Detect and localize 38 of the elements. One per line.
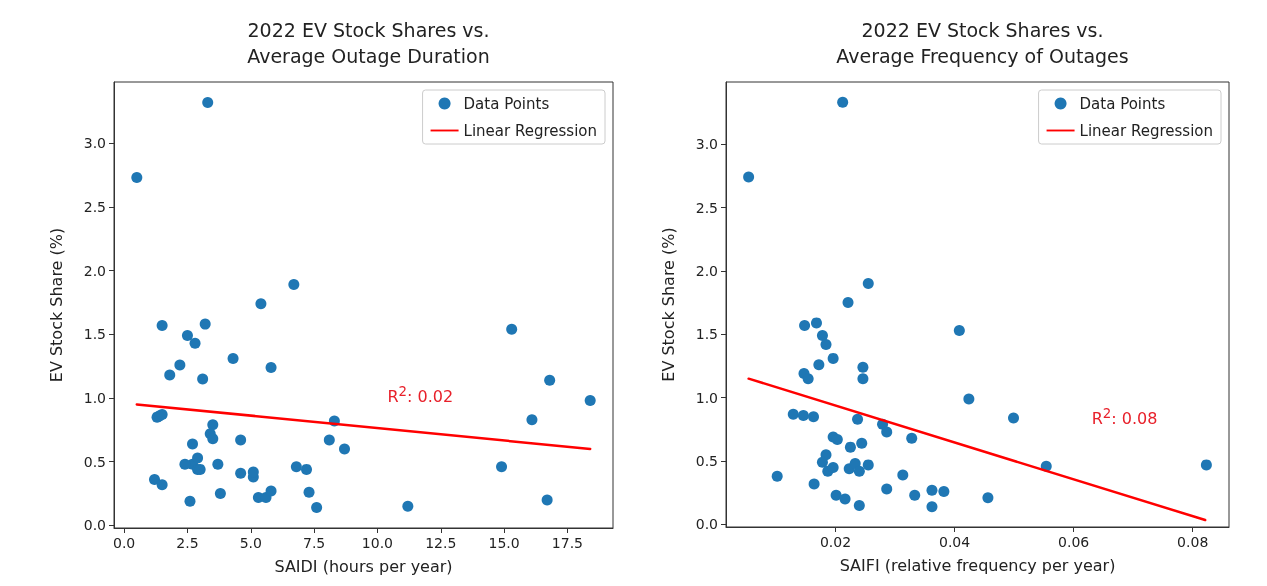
x-tick-label: 10.0: [361, 535, 394, 551]
y-tick-label: 1.5: [695, 326, 718, 343]
x-axis-title: SAIFI (relative frequency per year): [839, 555, 1116, 575]
y-tick-label: 2.0: [83, 262, 106, 279]
x-axis-title: SAIDI (hours per year): [274, 556, 453, 576]
y-tick-label: 3.0: [695, 136, 718, 153]
chart-title: 2022 EV Stock Shares vs. Average Outage Duration: [247, 19, 490, 67]
x-tick-label: 0.04: [939, 534, 971, 550]
x-tick-label: 0.0: [113, 535, 136, 551]
x-tick-label: 17.5: [551, 535, 583, 551]
legend-label: Data Points: [1079, 94, 1166, 113]
y-tick-label: 2.5: [83, 198, 106, 215]
y-tick-label: 3.0: [83, 135, 106, 152]
y-tick-label: 0.5: [83, 453, 106, 470]
x-tick-label: 7.5: [302, 535, 326, 551]
y-tick-label: 1.5: [83, 326, 106, 343]
x-tick-label: 0.06: [1058, 534, 1090, 550]
x-tick-label: 15.0: [488, 535, 520, 551]
y-axis-title: EV Stock Share (%): [658, 227, 678, 382]
x-tick-label: 0.02: [819, 534, 852, 550]
legend-label: Data Points: [463, 94, 550, 113]
annotation: R$^{2}$: 0.08: [1091, 404, 1158, 431]
x-tick-label: 0.08: [1177, 534, 1209, 550]
y-tick-label: 1.0: [695, 389, 718, 406]
y-axis-title: EV Stock Share (%): [46, 227, 66, 383]
y-tick-label: 1.0: [83, 390, 106, 407]
x-tick-label: 2.5: [176, 535, 199, 551]
y-tick-label: 2.0: [695, 262, 718, 279]
legend-label: Linear Regression: [1079, 121, 1213, 140]
annotation: R$^{2}$: 0.02: [387, 382, 454, 408]
y-tick-label: 0.0: [83, 517, 106, 534]
x-tick-label: 12.5: [425, 535, 457, 551]
legend-label: Linear Regression: [463, 121, 597, 140]
chart-title: 2022 EV Stock Shares vs. Average Frequency of Outages: [836, 19, 1129, 67]
y-tick-label: 0.5: [695, 453, 718, 470]
y-tick-label: 0.0: [695, 516, 718, 533]
y-tick-label: 2.5: [695, 199, 718, 216]
x-tick-label: 5.0: [239, 535, 262, 551]
